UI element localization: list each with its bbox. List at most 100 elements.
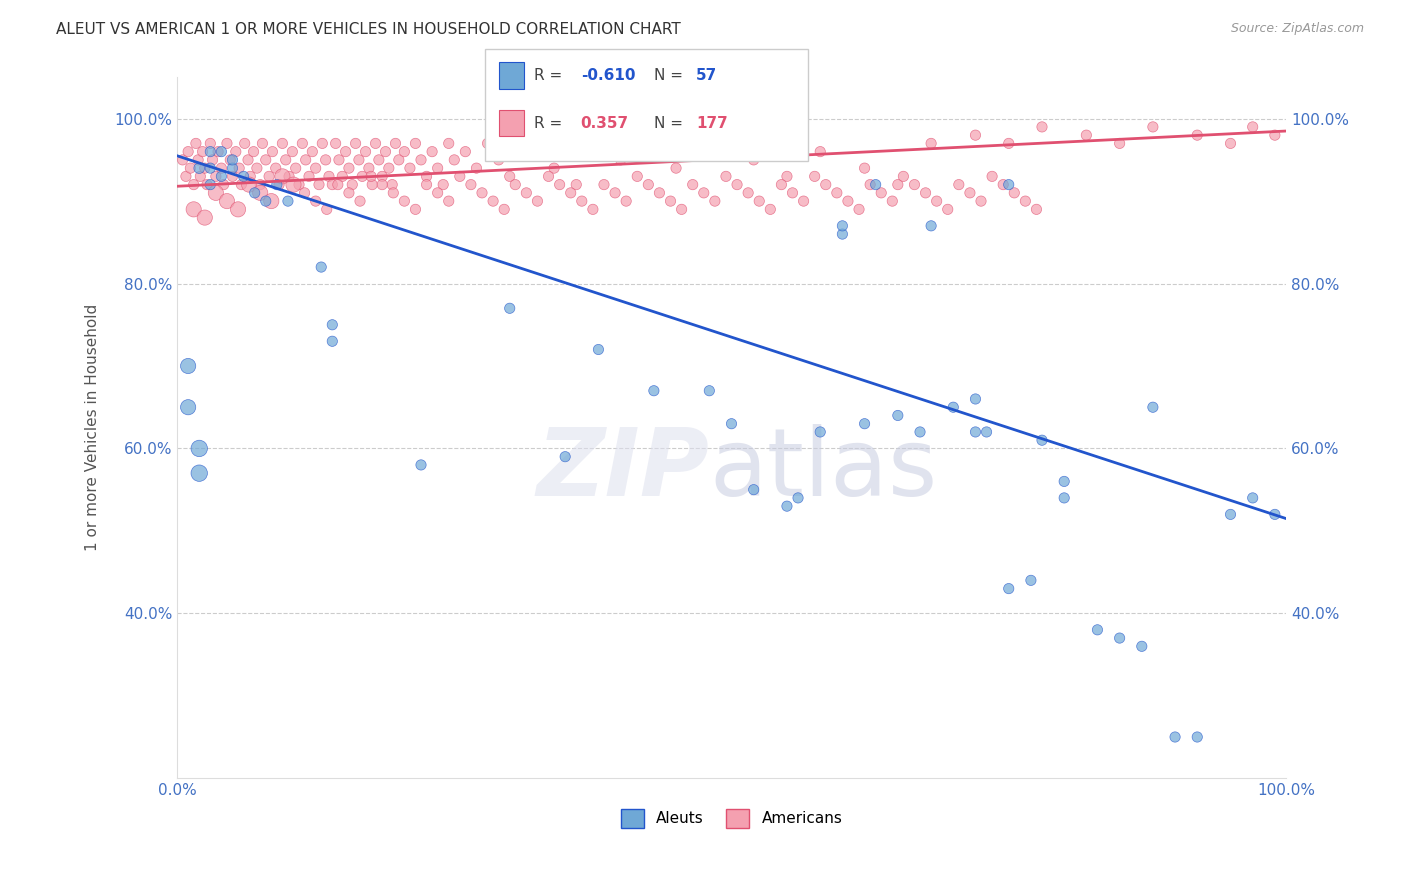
- Point: [404, 202, 426, 217]
- Point: [201, 153, 224, 167]
- Point: [814, 178, 837, 192]
- Point: [187, 153, 209, 167]
- Point: [177, 359, 200, 373]
- Point: [335, 145, 357, 159]
- Point: [388, 153, 411, 167]
- Point: [194, 211, 217, 225]
- Point: [184, 136, 207, 151]
- Point: [1076, 128, 1098, 143]
- Point: [177, 401, 200, 415]
- Point: [342, 178, 364, 192]
- Point: [225, 145, 247, 159]
- Point: [221, 169, 243, 184]
- Point: [188, 161, 211, 175]
- Point: [219, 153, 242, 167]
- Point: [281, 145, 304, 159]
- Point: [776, 169, 799, 184]
- Point: [848, 202, 870, 217]
- Point: [283, 178, 305, 192]
- Point: [853, 161, 876, 175]
- Point: [993, 178, 1015, 192]
- Point: [309, 260, 332, 274]
- Point: [409, 153, 432, 167]
- Point: [970, 194, 993, 208]
- Point: [981, 169, 1004, 184]
- Point: [200, 161, 222, 175]
- Point: [205, 186, 228, 200]
- Point: [643, 384, 665, 398]
- Point: [277, 194, 299, 208]
- Text: R =: R =: [534, 69, 568, 83]
- Point: [384, 136, 406, 151]
- Point: [870, 186, 893, 200]
- Point: [471, 186, 494, 200]
- Point: [965, 128, 987, 143]
- Point: [179, 161, 201, 175]
- Point: [631, 145, 654, 159]
- Point: [887, 409, 910, 423]
- Point: [415, 169, 437, 184]
- Point: [893, 169, 915, 184]
- Point: [1031, 120, 1053, 134]
- Point: [626, 169, 648, 184]
- Point: [682, 178, 704, 192]
- Point: [360, 169, 382, 184]
- Point: [803, 169, 825, 184]
- Point: [308, 178, 330, 192]
- Point: [965, 425, 987, 439]
- Point: [1130, 640, 1153, 654]
- Point: [499, 301, 522, 316]
- Point: [420, 145, 443, 159]
- Point: [361, 178, 384, 192]
- Point: [188, 442, 211, 456]
- Point: [770, 178, 793, 192]
- Point: [837, 194, 859, 208]
- Point: [437, 194, 460, 208]
- Point: [294, 153, 316, 167]
- Point: [588, 343, 610, 357]
- Point: [808, 425, 831, 439]
- Point: [267, 178, 290, 192]
- Point: [665, 161, 688, 175]
- Point: [648, 186, 671, 200]
- Point: [209, 145, 232, 159]
- Text: 177: 177: [696, 116, 728, 130]
- Point: [554, 450, 576, 464]
- Point: [831, 227, 853, 241]
- Point: [367, 153, 389, 167]
- Point: [997, 178, 1019, 192]
- Point: [260, 194, 283, 208]
- Point: [271, 136, 294, 151]
- Point: [371, 178, 394, 192]
- Point: [1019, 574, 1042, 588]
- Point: [246, 161, 269, 175]
- Point: [1002, 186, 1025, 200]
- Point: [382, 186, 405, 200]
- Point: [1014, 194, 1036, 208]
- Point: [191, 145, 214, 159]
- Point: [205, 169, 228, 184]
- Point: [337, 186, 360, 200]
- Point: [321, 334, 343, 349]
- Point: [443, 153, 465, 167]
- Point: [257, 169, 280, 184]
- Point: [243, 186, 266, 200]
- Text: -0.610: -0.610: [581, 69, 636, 83]
- Point: [404, 136, 426, 151]
- Point: [520, 145, 543, 159]
- Point: [1087, 623, 1109, 637]
- Point: [426, 186, 449, 200]
- Point: [515, 186, 537, 200]
- Point: [693, 186, 716, 200]
- Point: [1142, 120, 1164, 134]
- Point: [399, 161, 422, 175]
- Point: [394, 145, 416, 159]
- Point: [609, 153, 631, 167]
- Point: [825, 186, 848, 200]
- Point: [183, 202, 205, 217]
- Point: [328, 153, 350, 167]
- Point: [720, 417, 742, 431]
- Point: [1142, 401, 1164, 415]
- Point: [697, 136, 720, 151]
- Point: [1108, 631, 1130, 645]
